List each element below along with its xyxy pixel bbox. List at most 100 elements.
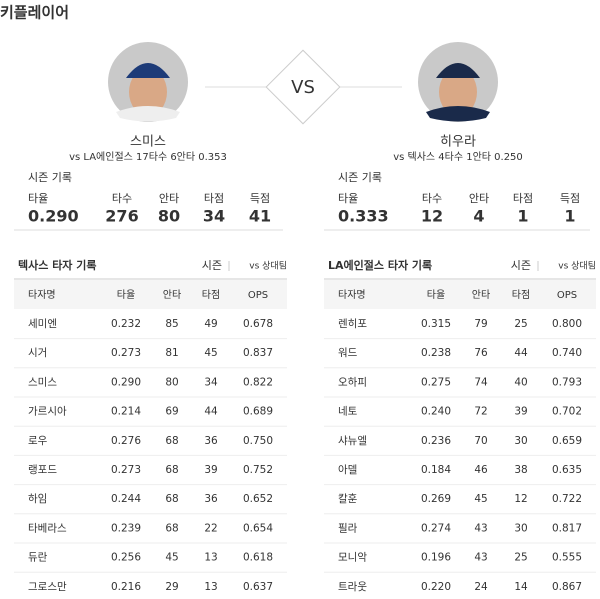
table-cell: 0.216 (111, 581, 141, 593)
table-cell: 45 (474, 493, 487, 505)
table-cell: 29 (165, 581, 178, 593)
table-cell: 모니악 (338, 552, 367, 564)
table-cell: 81 (165, 347, 178, 359)
table-cell: 0.274 (421, 522, 451, 534)
table-cell: 25 (514, 318, 527, 330)
table-cell: 0.722 (552, 493, 582, 505)
table-cell: 0.837 (243, 347, 273, 359)
table-cell: 68 (165, 493, 178, 505)
stat-header: 타점 (204, 192, 224, 205)
table-cell: 13 (204, 581, 217, 593)
stat-header: 안타 (159, 192, 179, 205)
table-cell: 트라웃 (338, 581, 367, 593)
table-cell: 45 (204, 347, 217, 359)
table-cell: 13 (204, 552, 217, 564)
table-cell: 68 (165, 464, 178, 476)
player-summary: vs 텍사스 4타수 1안타 0.250 (393, 151, 523, 163)
table-cell: 25 (514, 552, 527, 564)
table-cell: 0.800 (552, 318, 582, 330)
column-header: 타점 (202, 289, 220, 301)
player-name: 스미스 (130, 135, 166, 150)
stat-value: 34 (203, 207, 225, 226)
column-header: 안타 (163, 289, 181, 301)
table-cell: 0.239 (111, 522, 141, 534)
table-cell: 0.817 (552, 522, 582, 534)
table-title: LA에인절스 타자 기록 (328, 258, 432, 272)
table-cell: 0.275 (421, 376, 451, 388)
table-cell: 46 (474, 464, 488, 476)
column-header: 타점 (512, 289, 530, 301)
table-cell: 0.184 (421, 464, 451, 476)
stat-value: 1 (517, 207, 528, 226)
table-cell: 0.822 (243, 376, 273, 388)
table-cell: 0.752 (243, 464, 273, 476)
table-cell: 0.276 (111, 435, 141, 447)
column-header: 타자명 (28, 289, 56, 301)
table-cell: 그로스만 (28, 581, 67, 593)
stat-header: 득점 (560, 192, 580, 205)
table-cell: 39 (514, 406, 527, 418)
table-cell: 0.220 (421, 581, 451, 593)
table-cell: 스미스 (28, 376, 57, 388)
table-cell: 랭포드 (28, 464, 57, 476)
tab-vs: vs 상대팀 (249, 260, 287, 272)
table-cell: 79 (474, 318, 487, 330)
table-cell: 하임 (28, 492, 47, 505)
tab-season: 시즌 (511, 259, 531, 272)
table-cell: 40 (514, 376, 527, 388)
tab-vs: vs 상대팀 (558, 260, 596, 272)
table-cell: 칼훈 (338, 492, 358, 505)
table-cell: 24 (474, 581, 488, 593)
table-cell: 30 (514, 522, 527, 534)
stat-header: 타점 (513, 192, 533, 205)
player-cap (126, 63, 170, 78)
stat-value: 0.333 (338, 207, 389, 226)
table-cell: 30 (514, 435, 527, 447)
table-cell: 0.256 (111, 552, 141, 564)
table-cell: 36 (204, 493, 218, 505)
table-cell: 가르시아 (28, 406, 67, 418)
table-cell: 0.867 (552, 581, 582, 593)
table-cell: 80 (165, 376, 178, 388)
table-cell: 69 (165, 406, 178, 418)
table-cell: 듀란 (28, 552, 48, 564)
table-cell: 0.273 (111, 464, 141, 476)
column-header: OPS (557, 290, 577, 301)
vs-text: VS (291, 77, 315, 98)
table-cell: 워드 (338, 346, 358, 359)
table-cell: 0.290 (111, 376, 141, 388)
stat-header: 타수 (112, 192, 132, 205)
table-cell: 오하피 (338, 375, 367, 388)
table-cell: 로우 (28, 435, 48, 447)
table-cell: 22 (204, 522, 217, 534)
table-cell: 68 (165, 522, 178, 534)
table-cell: 0.659 (552, 435, 582, 447)
table-cell: 시거 (28, 347, 47, 359)
page-title: 키플레이어 (0, 4, 69, 22)
table-cell: 0.793 (552, 376, 582, 388)
table-cell: 0.214 (111, 406, 141, 418)
vs-badge (265, 49, 341, 125)
table-cell: 43 (474, 552, 487, 564)
stat-value: 41 (249, 207, 271, 226)
table-cell: 0.702 (552, 406, 582, 418)
table-cell: 38 (514, 464, 527, 476)
stat-value: 80 (158, 207, 180, 226)
player-name: 히우라 (440, 135, 476, 150)
stat-header: 득점 (250, 192, 270, 205)
player-shirt (116, 106, 180, 122)
stat-value: 4 (473, 207, 484, 226)
season-label: 시즌 기록 (28, 171, 72, 184)
table-cell: 43 (474, 522, 487, 534)
player-face (439, 68, 477, 116)
table-cell: 렌히포 (338, 318, 367, 330)
table-cell: 0.618 (243, 552, 273, 564)
stat-header: 타수 (422, 192, 442, 205)
table-cell: 68 (165, 435, 178, 447)
table-header-bg (14, 280, 287, 309)
table-cell: 0.196 (421, 552, 451, 564)
table-cell: 85 (165, 318, 178, 330)
player-summary: vs LA에인절스 17타수 6안타 0.353 (69, 150, 227, 163)
table-cell: 76 (474, 347, 488, 359)
